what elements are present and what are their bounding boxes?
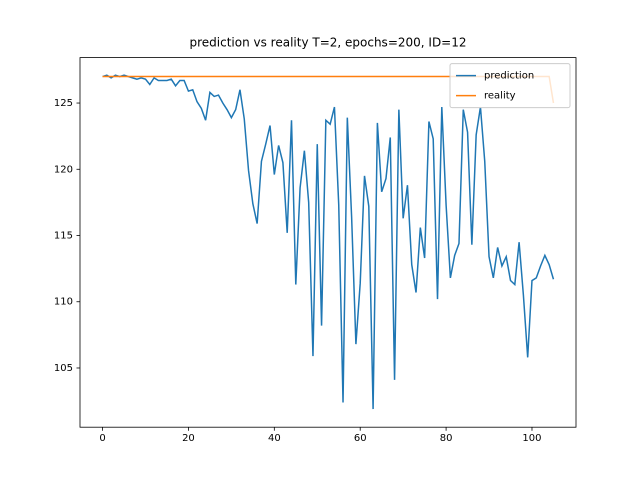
x-tick-label: 80 bbox=[440, 433, 453, 444]
y-tick-label: 125 bbox=[54, 98, 73, 109]
y-tick-label: 115 bbox=[54, 231, 73, 242]
x-tick-label: 0 bbox=[99, 433, 105, 444]
y-tick-label: 110 bbox=[54, 297, 73, 308]
legend-box bbox=[449, 63, 571, 109]
legend-label: prediction bbox=[484, 71, 534, 82]
line bbox=[102, 74, 555, 410]
chart-title: prediction vs reality T=2, epochs=200, I… bbox=[189, 36, 466, 50]
y-tick-label: 120 bbox=[54, 164, 73, 175]
y-tick-label: 105 bbox=[54, 363, 73, 374]
x-tick-label: 40 bbox=[268, 433, 281, 444]
plot-frame bbox=[79, 57, 577, 428]
x-tick-label: 60 bbox=[354, 433, 367, 444]
x-tick-label: 20 bbox=[182, 433, 195, 444]
legend-label: reality bbox=[484, 91, 516, 102]
x-tick-label: 100 bbox=[522, 433, 541, 444]
